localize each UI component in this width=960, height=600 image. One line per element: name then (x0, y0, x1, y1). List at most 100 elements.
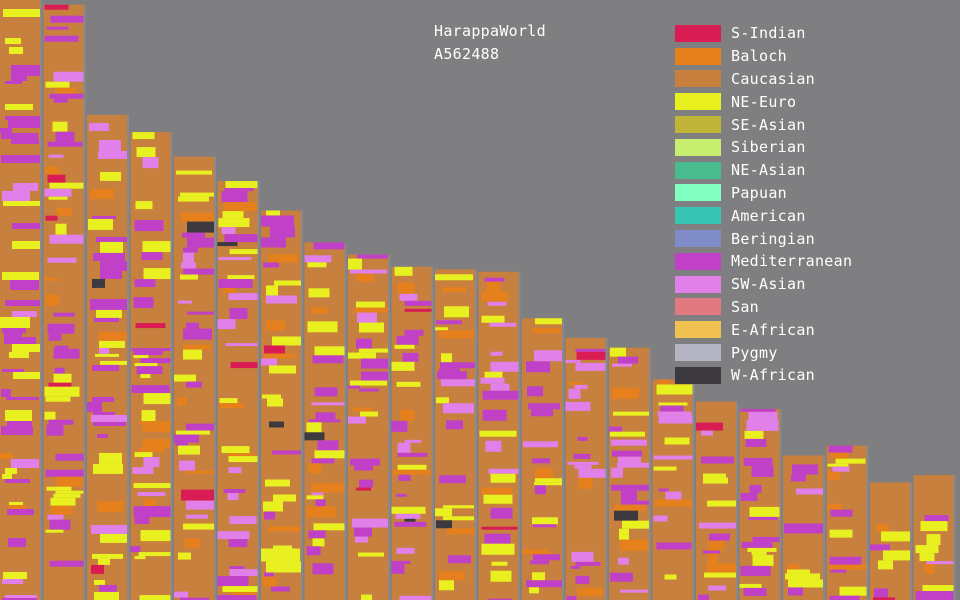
ancestry-segment (227, 453, 255, 457)
ancestry-segment (739, 583, 762, 588)
ancestry-segment (578, 468, 606, 478)
chromosome-bar (696, 401, 738, 600)
ancestry-segment (143, 499, 157, 507)
legend-label: E-African (731, 320, 815, 339)
ancestry-segment (180, 192, 214, 197)
ancestry-segment (141, 252, 163, 261)
legend-swatch (675, 93, 721, 111)
ancestry-segment (926, 534, 941, 546)
ancestry-segment (875, 524, 889, 532)
ancestry-segment (89, 122, 109, 131)
ancestry-segment (0, 317, 30, 328)
ancestry-segment (656, 542, 692, 550)
ancestry-segment (134, 363, 158, 367)
ancestry-segment (703, 477, 728, 484)
ancestry-segment (614, 504, 645, 511)
chromosome-separator (692, 379, 695, 600)
ancestry-segment (187, 221, 214, 233)
ancestry-segment (657, 411, 692, 416)
ancestry-segment (350, 269, 387, 274)
chromosome-separator (127, 114, 129, 600)
ancestry-segment (491, 561, 508, 566)
ancestry-segment (11, 65, 40, 76)
ancestry-segment (55, 453, 84, 461)
ancestry-segment (49, 234, 84, 244)
ancestry-segment (788, 579, 823, 588)
ancestry-segment (839, 586, 867, 596)
ancestry-segment (5, 468, 17, 474)
ancestry-segment (312, 355, 344, 364)
ancestry-segment (399, 595, 432, 600)
ancestry-segment (308, 419, 341, 423)
ancestry-segment (490, 383, 510, 391)
ancestry-segment (306, 422, 322, 433)
legend-swatch (675, 230, 721, 248)
ancestry-segment (526, 361, 550, 373)
ancestry-segment (46, 26, 69, 30)
legend-item: S-Indian (675, 22, 852, 45)
ancestry-segment (186, 322, 199, 329)
legend-label: Papuan (731, 183, 787, 202)
ancestry-segment (11, 459, 39, 468)
legend-label: Baloch (731, 47, 787, 66)
ancestry-segment (91, 524, 127, 534)
ancestry-segment (665, 491, 682, 500)
ancestry-segment (183, 344, 211, 350)
ancestry-segment (441, 353, 452, 363)
ancestry-segment (740, 408, 776, 412)
chromosome-separator (649, 347, 651, 600)
ancestry-segment (439, 330, 474, 339)
ancestry-segment (486, 281, 501, 292)
ancestry-segment (620, 539, 649, 551)
ancestry-segment (696, 422, 723, 431)
ancestry-segment (532, 328, 561, 334)
ancestry-segment (304, 432, 325, 441)
ancestry-segment (534, 482, 562, 486)
ancestry-segment (828, 445, 853, 453)
chromosome-bar (913, 475, 956, 600)
legend-item: Beringian (675, 227, 852, 250)
ancestry-segment (94, 591, 119, 600)
ancestry-segment (44, 277, 59, 281)
ancestry-segment (54, 367, 65, 374)
legend-item: Caucasian (675, 68, 852, 91)
ancestry-segment (612, 387, 639, 399)
ancestry-segment (481, 526, 518, 530)
ancestry-segment (535, 468, 553, 479)
legend-swatch (675, 47, 721, 65)
ancestry-segment (575, 362, 606, 371)
ancestry-segment (269, 421, 284, 428)
ancestry-segment (96, 236, 127, 242)
ancestry-segment (617, 462, 649, 468)
ancestry-segment (565, 359, 581, 363)
ancestry-segment (100, 241, 123, 253)
ancestry-segment (2, 369, 24, 372)
ancestry-segment (181, 489, 214, 501)
ancestry-segment (5, 38, 21, 44)
ancestry-segment (93, 252, 125, 261)
ancestry-segment (141, 410, 156, 422)
ancestry-segment (95, 353, 119, 357)
ancestry-segment (0, 453, 13, 459)
ancestry-segment (614, 510, 638, 521)
legend-swatch (675, 207, 721, 225)
ancestry-segment (261, 215, 294, 227)
ancestry-segment (749, 506, 780, 517)
chromosome-separator (388, 254, 390, 600)
legend-swatch (675, 321, 721, 339)
legend-swatch (675, 161, 721, 179)
ancestry-segment (354, 307, 388, 313)
ancestry-segment (436, 397, 449, 404)
ancestry-segment (307, 262, 327, 268)
ancestry-segment (13, 183, 38, 191)
ancestry-segment (138, 552, 171, 557)
ancestry-segment (5, 595, 37, 598)
ancestry-segment (92, 215, 116, 219)
ancestry-segment (100, 533, 127, 543)
legend-label: American (731, 206, 806, 225)
ancestry-segment (99, 340, 125, 348)
ancestry-segment (49, 93, 84, 99)
ancestry-segment (653, 455, 693, 460)
ancestry-segment (53, 348, 80, 359)
